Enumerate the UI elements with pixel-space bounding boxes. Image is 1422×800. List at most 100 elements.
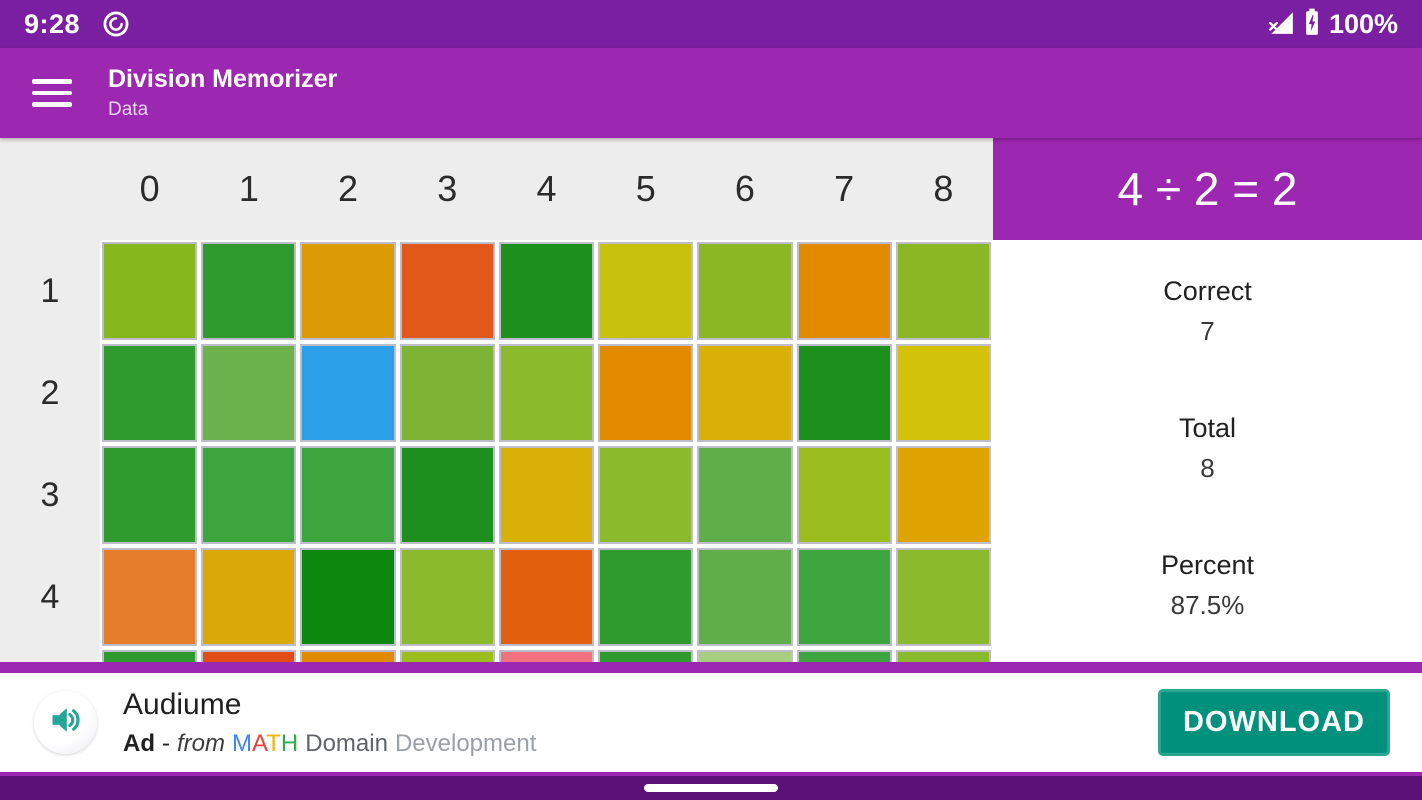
grid-cell[interactable] <box>102 548 198 646</box>
page-title: Division Memorizer <box>108 65 338 93</box>
grid-cell[interactable] <box>498 344 595 442</box>
grid-row-label: 1 <box>0 240 100 342</box>
ad-brand-letter: T <box>266 729 281 757</box>
menu-button[interactable] <box>32 79 72 107</box>
grid-cell[interactable] <box>598 344 694 442</box>
ad-app-icon[interactable] <box>34 691 97 754</box>
download-button[interactable]: DOWNLOAD <box>1158 689 1390 756</box>
grid-cell[interactable] <box>796 446 892 544</box>
notification-icon <box>102 10 130 38</box>
grid-cell[interactable] <box>201 344 297 442</box>
grid-cell[interactable] <box>201 242 297 340</box>
signal-no-internet-icon <box>1267 8 1295 41</box>
grid-col-header: 0 <box>100 138 200 240</box>
grid-cell[interactable] <box>201 446 297 544</box>
stat-label: Total <box>1178 413 1237 443</box>
grid-col-header: 7 <box>794 138 894 240</box>
equation-banner: 4 ÷ 2 = 2 <box>993 138 1422 240</box>
stat-label: Percent <box>1160 550 1255 580</box>
grid-cell[interactable] <box>102 344 198 442</box>
grid-cell[interactable] <box>895 548 991 646</box>
stats-list: Correct 7 Total 8 Percent 87.5% <box>993 240 1422 662</box>
grid-cell[interactable] <box>300 242 396 340</box>
home-indicator[interactable] <box>644 784 778 792</box>
ad-title: Audiume <box>123 687 242 721</box>
grid-cell[interactable] <box>796 650 892 662</box>
grid-cell[interactable] <box>498 650 595 662</box>
grid-col-header: 1 <box>199 138 299 240</box>
stat-label: Correct <box>1163 276 1252 306</box>
grid-col-header: 3 <box>397 138 497 240</box>
ad-container: Audiume Ad - from MATH Domain Developmen… <box>0 662 1422 800</box>
ad-brand-letter: M <box>232 729 252 757</box>
grid-cell[interactable] <box>102 650 198 662</box>
grid-cell[interactable] <box>598 548 694 646</box>
grid-cell[interactable] <box>300 446 396 544</box>
grid-cell[interactable] <box>201 548 297 646</box>
grid-cell[interactable] <box>796 242 892 340</box>
grid-cell[interactable] <box>399 650 495 662</box>
app-bar: Division Memorizer Data <box>0 48 1422 138</box>
stat-value: 87.5% <box>1170 590 1245 620</box>
ad-brand-letter: H <box>280 729 299 757</box>
clock: 9:28 <box>24 8 81 39</box>
grid-cell[interactable] <box>598 650 694 662</box>
stat-value: 8 <box>1200 453 1215 483</box>
stat-total: Total 8 <box>1179 413 1236 484</box>
grid-cell[interactable] <box>201 650 297 662</box>
stats-panel: 4 ÷ 2 = 2 Correct 7 Total 8 Percent 87.5% <box>993 138 1422 662</box>
ad-top-strip <box>0 662 1422 673</box>
grid-cell[interactable] <box>598 242 694 340</box>
grid-cell[interactable] <box>399 446 495 544</box>
ad-dash: - <box>162 729 170 757</box>
grid-cell[interactable] <box>300 650 396 662</box>
grid-cell[interactable] <box>399 344 495 442</box>
battery-percent: 100% <box>1328 8 1398 39</box>
grid-cell[interactable] <box>895 650 991 662</box>
grid-cell[interactable] <box>895 242 991 340</box>
grid-cell[interactable] <box>697 650 793 662</box>
grid-col-header: 2 <box>298 138 398 240</box>
grid-corner <box>0 138 100 240</box>
ad-subtitle: Ad - from MATH Domain Development <box>123 730 536 758</box>
stat-correct: Correct 7 <box>1163 276 1252 347</box>
grid-cell[interactable] <box>102 446 198 544</box>
grid-cell[interactable] <box>598 446 694 544</box>
ad-brand: MATH <box>232 730 298 758</box>
grid-cell[interactable] <box>697 344 793 442</box>
grid-cell[interactable] <box>102 242 198 340</box>
grid-cell[interactable] <box>399 548 495 646</box>
speaker-icon <box>47 701 85 744</box>
grid-col-header: 5 <box>596 138 696 240</box>
ad-brand-suffix: Development <box>394 729 537 757</box>
stat-value: 7 <box>1200 316 1215 346</box>
grid-col-header: 6 <box>695 138 795 240</box>
ad-brand-rest: Domain <box>305 729 388 757</box>
grid-cell[interactable] <box>697 548 793 646</box>
grid-cell[interactable] <box>796 548 892 646</box>
battery-charging-icon <box>1303 7 1321 42</box>
grid-cell[interactable] <box>498 242 595 340</box>
grid-cell[interactable] <box>300 344 396 442</box>
grid-cell[interactable] <box>399 242 495 340</box>
grid-cell[interactable] <box>697 446 793 544</box>
grid-cell[interactable] <box>697 242 793 340</box>
grid-row-label: 2 <box>0 342 100 444</box>
grid-cell[interactable] <box>498 548 595 646</box>
grid-cell[interactable] <box>498 446 595 544</box>
grid-row-label: 4 <box>0 546 100 648</box>
grid-cell[interactable] <box>300 548 396 646</box>
grid-row-label: 3 <box>0 444 100 546</box>
grid-col-header: 8 <box>893 138 993 240</box>
grid-col-header: 4 <box>496 138 597 240</box>
grid-cell[interactable] <box>895 344 991 442</box>
ad-banner[interactable]: Audiume Ad - from MATH Domain Developmen… <box>0 673 1422 772</box>
grid-cell[interactable] <box>796 344 892 442</box>
grid-cell[interactable] <box>895 446 991 544</box>
status-bar: 9:28 100% <box>0 0 1422 48</box>
ad-brand-letter: A <box>252 729 267 757</box>
ad-badge: Ad <box>123 729 155 757</box>
grid-row-label <box>0 648 100 662</box>
